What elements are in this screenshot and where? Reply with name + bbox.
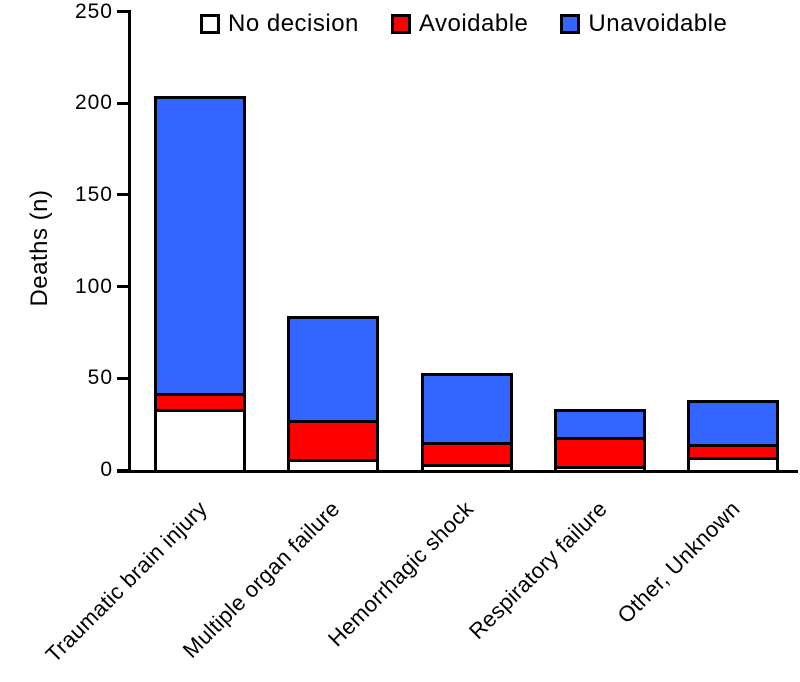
y-tick-mark — [117, 193, 131, 197]
chart-legend: No decision Avoidable Unavoidable — [200, 10, 727, 38]
bar-segment-no-decision — [687, 460, 780, 473]
y-axis-title: Deaths (n) — [26, 189, 53, 307]
legend-label: Avoidable — [418, 10, 529, 37]
legend-item: Avoidable — [390, 10, 529, 38]
bar-segment-avoidable — [553, 439, 646, 470]
bar-segment-unavoidable — [154, 95, 246, 396]
y-tick-label: 250 — [74, 0, 113, 23]
bar-segment-avoidable — [287, 423, 380, 462]
bar-segment-no-decision — [287, 461, 380, 473]
y-tick-label: 150 — [74, 182, 113, 206]
x-category-label: Respiratory failure — [463, 496, 612, 644]
bar-segment-unavoidable — [553, 409, 646, 440]
y-tick-label: 200 — [74, 91, 113, 115]
x-category-label: Other, Unknown — [612, 496, 745, 629]
y-tick-label: 50 — [87, 366, 113, 390]
bar-segment-avoidable — [687, 447, 780, 461]
y-axis-line — [128, 10, 131, 473]
bar-segment-no-decision — [420, 467, 513, 473]
legend-label: Unavoidable — [588, 10, 728, 37]
legend-swatch-no-decision — [200, 14, 220, 34]
bar-segment-avoidable — [154, 395, 246, 413]
y-tick-label: 0 — [100, 458, 113, 481]
x-category-label: Hemorrhagic shock — [322, 496, 479, 652]
bar-segment-no-decision — [154, 412, 246, 473]
y-tick-mark — [117, 101, 131, 105]
legend-item: Unavoidable — [560, 10, 727, 38]
y-tick-mark — [117, 468, 131, 472]
legend-swatch-unavoidable — [560, 14, 581, 34]
y-tick-mark — [117, 10, 131, 13]
legend-swatch-avoidable — [390, 14, 411, 34]
legend-label: No decision — [228, 10, 359, 37]
legend-item: No decision — [200, 10, 359, 38]
bar-segment-avoidable — [420, 445, 513, 468]
bar-segment-unavoidable — [420, 372, 513, 446]
bar-segment-unavoidable — [687, 400, 780, 448]
y-tick-mark — [117, 376, 131, 380]
y-tick-label: 100 — [74, 274, 113, 298]
bar-segment-unavoidable — [287, 315, 380, 424]
bar-segment-no-decision — [553, 469, 646, 473]
y-tick-mark — [117, 285, 131, 289]
